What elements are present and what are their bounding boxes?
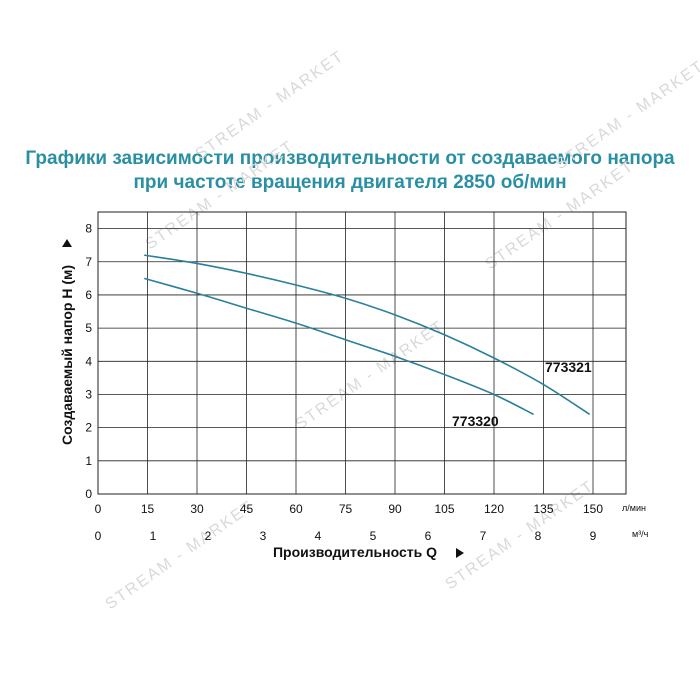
y-tick-label: 1 bbox=[85, 454, 92, 468]
series-label-773321: 773321 bbox=[545, 359, 592, 375]
watermark-text: STREAM - MARKET bbox=[483, 158, 638, 274]
x-unit-lpm: л/мин bbox=[622, 503, 646, 513]
y-axis-label: Создаваемый напор H (м) bbox=[59, 265, 75, 445]
x-tick-label-m3h: 2 bbox=[205, 529, 212, 543]
series-label-773320: 773320 bbox=[452, 413, 499, 429]
x-tick-label-lpm: 15 bbox=[141, 502, 155, 516]
x-tick-label-m3h: 1 bbox=[150, 529, 157, 543]
series-layer: 773321 773320 bbox=[143, 254, 592, 429]
chart-title-line-2: при частоте вращения двигателя 2850 об/м… bbox=[133, 172, 567, 193]
x-tick-label-lpm: 45 bbox=[240, 502, 254, 516]
x-tick-label-m3h: 7 bbox=[480, 529, 487, 543]
x-tick-label-lpm: 120 bbox=[484, 502, 504, 516]
x-tick-label-m3h: 8 bbox=[535, 529, 542, 543]
watermark-text: STREAM - MARKET bbox=[553, 58, 700, 174]
y-tick-label: 8 bbox=[85, 222, 92, 236]
x-axis-arrow-icon bbox=[456, 548, 464, 558]
x-tick-label-m3h: 6 bbox=[425, 529, 432, 543]
chart-title-line-1: Графики зависимости производительности о… bbox=[25, 148, 675, 169]
x-tick-label-m3h: 3 bbox=[260, 529, 267, 543]
watermark-text: STREAM - MARKET bbox=[103, 498, 258, 614]
x-tick-label-lpm: 75 bbox=[339, 502, 353, 516]
x-tick-label-lpm: 90 bbox=[388, 502, 402, 516]
x-tick-label-m3h: 4 bbox=[315, 529, 322, 543]
x-tick-label-m3h: 0 bbox=[95, 529, 102, 543]
x-tick-label-lpm: 30 bbox=[190, 502, 204, 516]
y-tick-label: 3 bbox=[85, 387, 92, 401]
watermark-text: STREAM - MARKET bbox=[443, 478, 598, 594]
x-tick-label-lpm: 60 bbox=[289, 502, 303, 516]
y-tick-label: 5 bbox=[85, 321, 92, 335]
x-tick-label-lpm: 105 bbox=[434, 502, 454, 516]
x-tick-label-m3h: 9 bbox=[590, 529, 597, 543]
x-tick-label-lpm: 0 bbox=[95, 502, 102, 516]
y-tick-label: 4 bbox=[85, 354, 92, 368]
x-axis-label: Производительность Q bbox=[273, 544, 437, 560]
x-tick-label-m3h: 5 bbox=[370, 529, 377, 543]
y-tick-label: 2 bbox=[85, 421, 92, 435]
x-unit-m3h: м³/ч bbox=[632, 529, 649, 539]
y-tick-label: 0 bbox=[85, 487, 92, 501]
chart-grid bbox=[97, 211, 627, 495]
x-tick-label-lpm: 150 bbox=[583, 502, 603, 516]
watermark-text: STREAM - MARKET bbox=[293, 318, 448, 434]
watermark-text: STREAM - MARKET bbox=[143, 138, 298, 254]
watermark-text: STREAM - MARKET bbox=[193, 48, 348, 164]
series-line-773321 bbox=[144, 254, 591, 416]
series-line-773320 bbox=[143, 277, 534, 416]
y-tick-label: 7 bbox=[85, 255, 92, 269]
plot-frame bbox=[97, 211, 627, 495]
x-tick-label-lpm: 135 bbox=[533, 502, 553, 516]
y-axis-arrow-icon bbox=[62, 239, 72, 247]
y-tick-label: 6 bbox=[85, 288, 92, 302]
